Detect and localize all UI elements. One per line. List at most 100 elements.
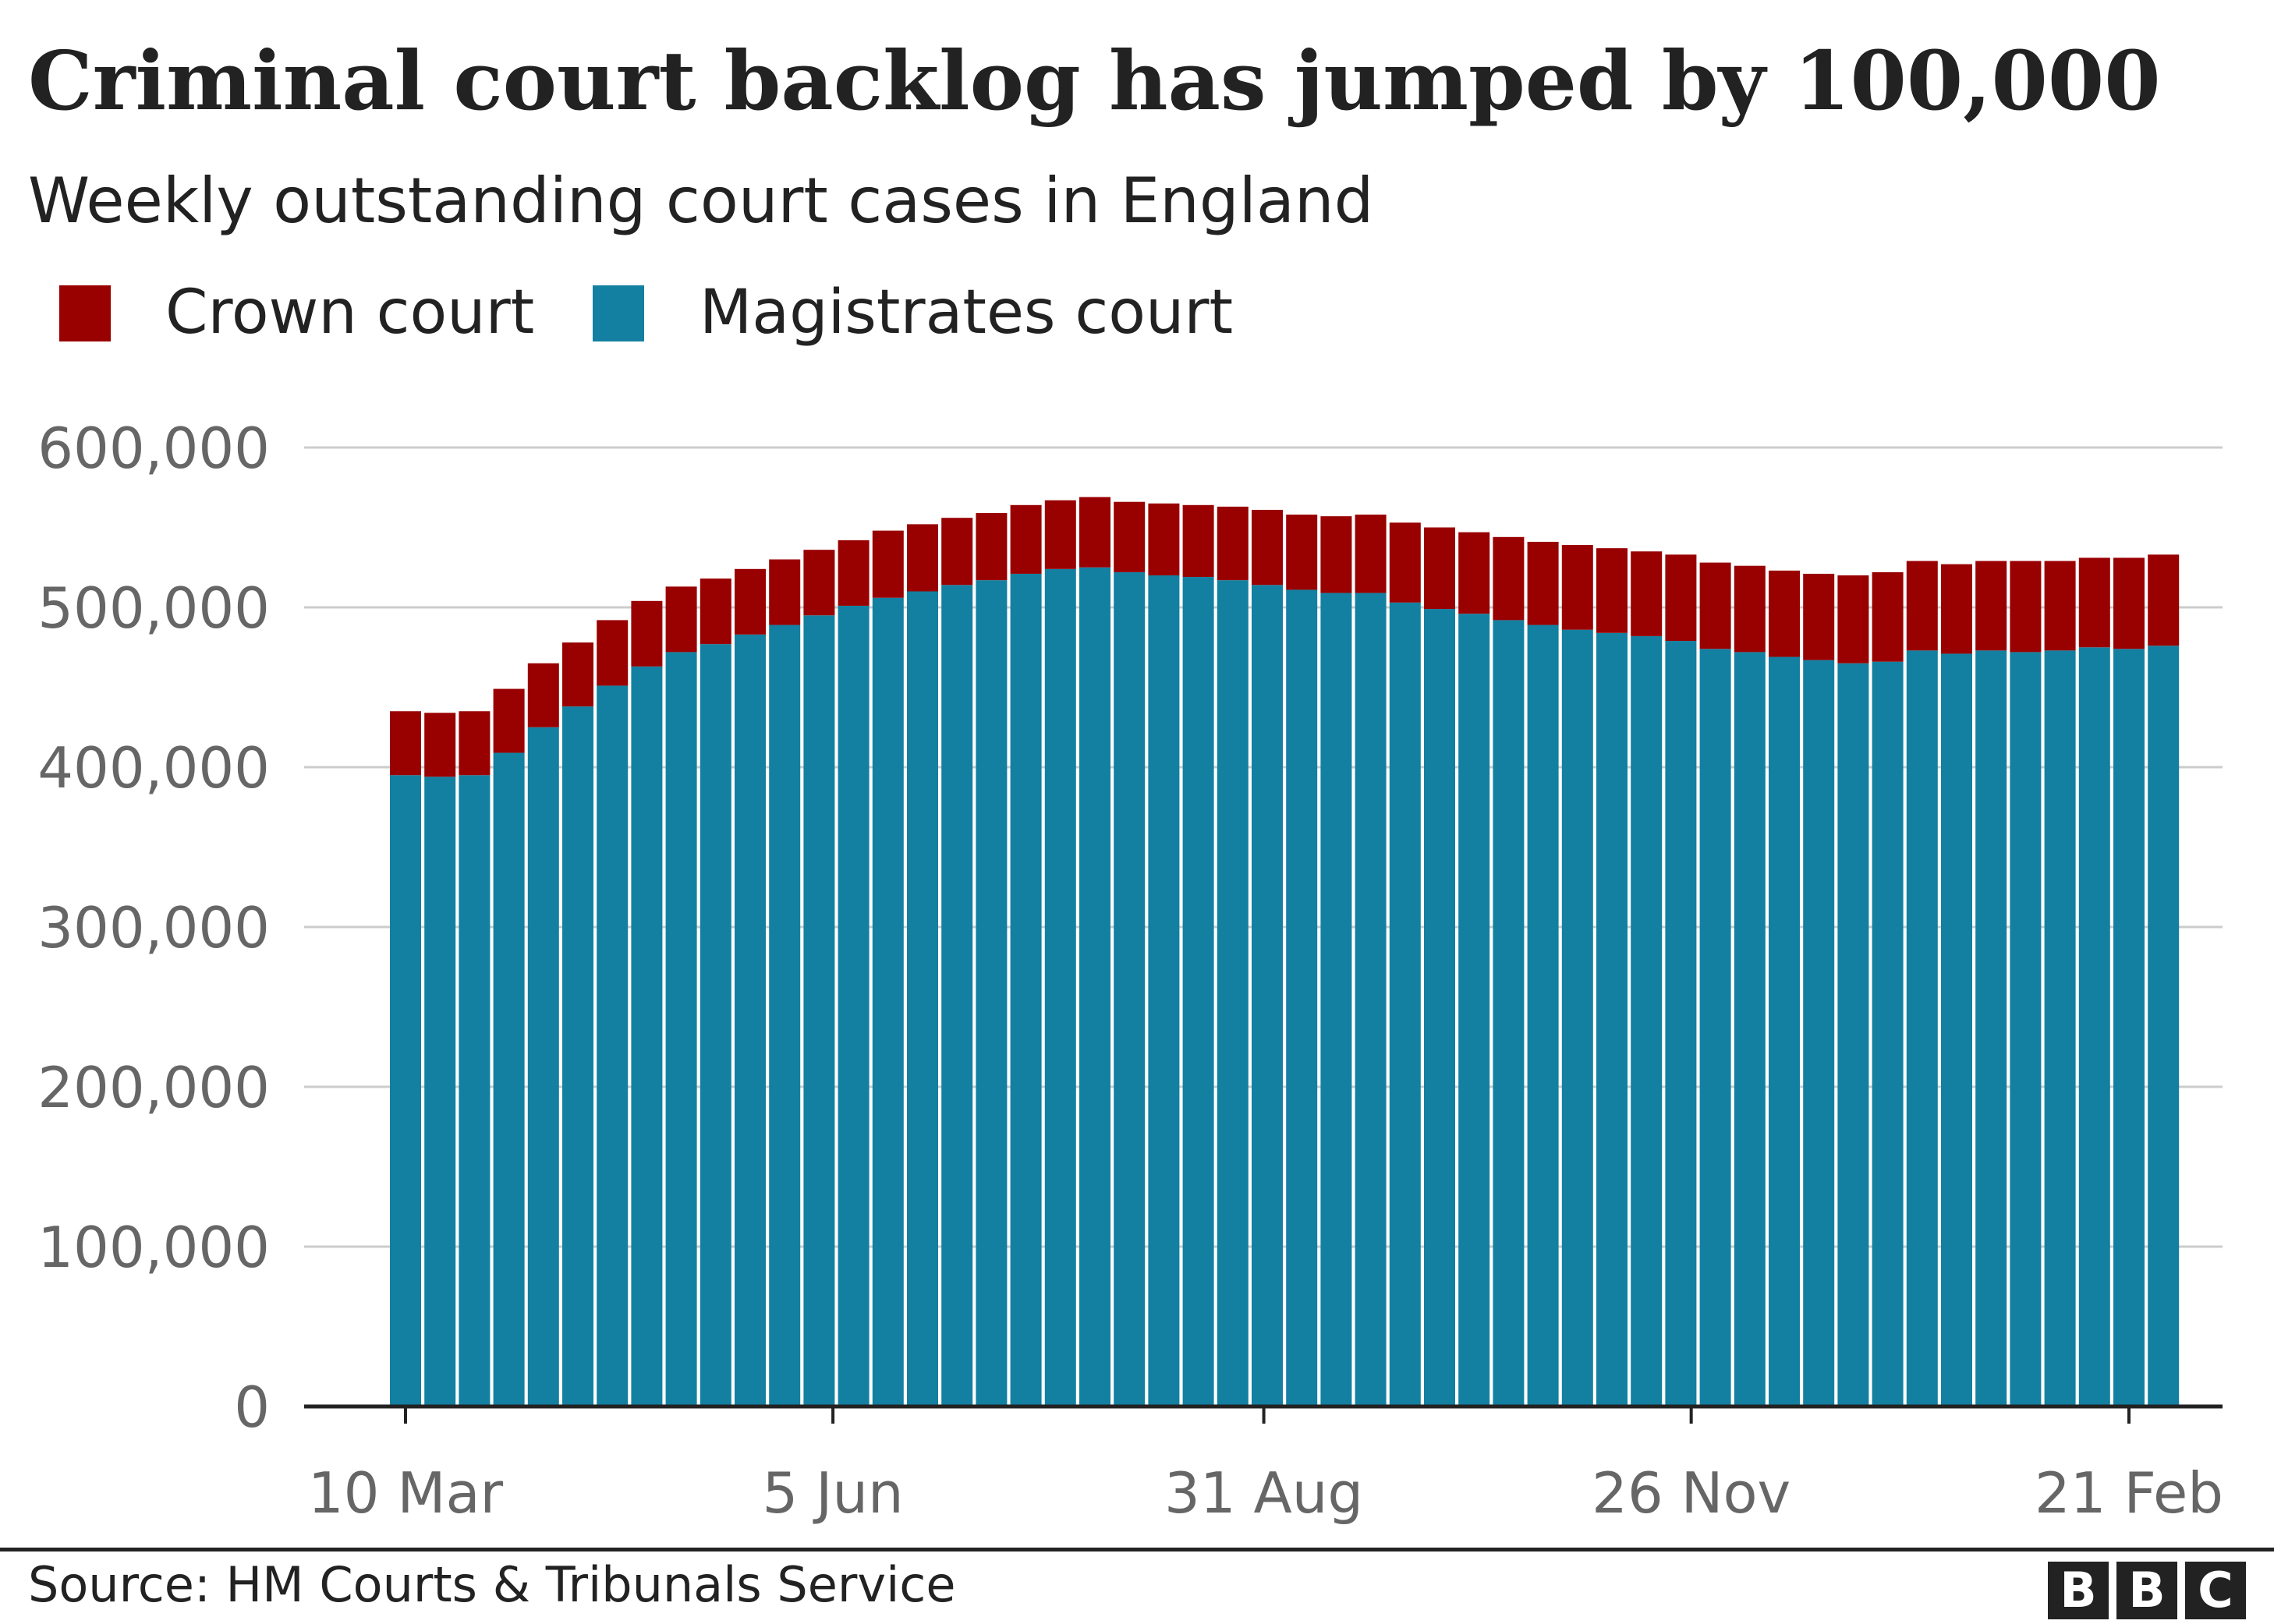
bar-crown — [769, 559, 801, 625]
bar-magistrates — [1975, 650, 2007, 1406]
bar-magistrates — [735, 634, 766, 1406]
bar-crown — [665, 586, 697, 653]
bar-magistrates — [1424, 609, 1455, 1406]
bar-magistrates — [1286, 589, 1318, 1407]
bar-crown — [390, 711, 421, 776]
bar-crown — [735, 568, 766, 635]
bar-magistrates — [1217, 580, 1249, 1406]
bbc-logo: B B C — [2048, 1562, 2246, 1619]
bar-magistrates — [1837, 663, 1869, 1406]
bar-magistrates — [1665, 641, 1697, 1406]
bar-magistrates — [631, 666, 663, 1406]
bar-magistrates — [838, 605, 870, 1407]
x-tick-label: 10 Mar — [308, 1460, 504, 1526]
bar-crown — [1803, 573, 1835, 660]
source-note: Source: HM Courts & Tribunals Service — [28, 1556, 956, 1613]
axes: 0 100,000 200,000 300,000 400,000 500,000 600,… — [37, 416, 2223, 1526]
y-tick-label: 300,000 — [37, 895, 270, 961]
bar-crown — [976, 513, 1008, 581]
bar-crown — [1010, 504, 1042, 574]
legend-label-crown: Crown court — [165, 278, 535, 348]
bar-crown — [1665, 554, 1697, 642]
bar-crown — [1941, 564, 1972, 654]
bar-crown — [562, 642, 593, 707]
bar-magistrates — [1458, 614, 1490, 1406]
bar-magistrates — [1079, 567, 1110, 1406]
bar-crown — [1389, 522, 1421, 603]
bar-magistrates — [1596, 632, 1628, 1406]
bar-magistrates — [1389, 602, 1421, 1406]
bar-crown — [631, 600, 663, 667]
bar-crown — [424, 713, 456, 777]
bar-magistrates — [872, 597, 904, 1407]
bar-magistrates — [769, 624, 801, 1406]
bar-magistrates — [803, 615, 835, 1406]
bar-magistrates — [1941, 653, 1972, 1406]
bar-magistrates — [597, 685, 629, 1406]
bar-crown — [459, 711, 491, 776]
bar-crown — [872, 530, 904, 598]
bar-magistrates — [665, 652, 697, 1406]
x-tick-label: 21 Feb — [2035, 1460, 2223, 1526]
bar-crown — [803, 550, 835, 616]
bar-crown — [1872, 571, 1904, 662]
logo-letter: C — [2185, 1562, 2246, 1619]
logo-letter: B — [2048, 1562, 2109, 1619]
bar-magistrates — [1320, 593, 1352, 1406]
bar-crown — [1286, 515, 1318, 590]
bar-crown — [838, 540, 870, 606]
y-tick-label: 200,000 — [37, 1055, 270, 1120]
chart-subtitle: Weekly outstanding court cases in Englan… — [28, 165, 1374, 237]
bar-magistrates — [1493, 620, 1525, 1406]
legend-swatch-magistrates — [593, 285, 644, 341]
bar-magistrates — [1734, 652, 1766, 1406]
bar-magistrates — [527, 727, 559, 1406]
bar-crown — [2078, 557, 2110, 648]
bar-crown — [1906, 561, 1938, 651]
x-tick-label: 5 Jun — [762, 1460, 903, 1526]
legend-label-magistrates: Magistrates court — [700, 278, 1234, 348]
bar-magistrates — [1803, 660, 1835, 1406]
bar-magistrates — [390, 775, 421, 1406]
bar-crown — [907, 524, 938, 592]
bar-crown — [1527, 541, 1559, 625]
bar-crown — [1148, 503, 1180, 575]
legend-swatch-crown — [59, 285, 111, 341]
bar-magistrates — [2113, 649, 2145, 1406]
bars — [390, 497, 2180, 1407]
bar-magistrates — [1114, 571, 1146, 1406]
bar-magistrates — [1182, 577, 1214, 1406]
bar-crown — [1631, 551, 1663, 636]
y-tick-label: 500,000 — [37, 575, 270, 641]
bar-crown — [1734, 565, 1766, 653]
bar-magistrates — [1252, 585, 1283, 1406]
bar-magistrates — [1906, 650, 1938, 1406]
bar-magistrates — [493, 752, 525, 1406]
bar-crown — [1699, 562, 1731, 649]
footer-divider — [0, 1548, 2274, 1551]
y-tick-label: 0 — [234, 1375, 270, 1440]
bar-magistrates — [1148, 575, 1180, 1406]
bar-magistrates — [2010, 652, 2042, 1406]
bar-magistrates — [459, 775, 491, 1406]
bar-crown — [493, 688, 525, 753]
y-tick-label: 400,000 — [37, 735, 270, 801]
bar-magistrates — [1699, 649, 1731, 1406]
bar-crown — [2148, 554, 2180, 646]
y-tick-label: 600,000 — [37, 416, 270, 481]
bar-crown — [1044, 500, 1076, 569]
bar-crown — [941, 518, 973, 586]
bar-crown — [1458, 532, 1490, 614]
logo-letter: B — [2116, 1562, 2177, 1619]
bar-crown — [1355, 515, 1387, 593]
chart-title: Criminal court backlog has jumped by 100… — [28, 33, 2161, 129]
y-tick-label: 100,000 — [37, 1215, 270, 1280]
bar-crown — [1596, 548, 1628, 633]
bar-crown — [597, 620, 629, 686]
bar-magistrates — [1872, 661, 1904, 1406]
bar-magistrates — [1769, 656, 1800, 1406]
bar-crown — [2010, 561, 2042, 653]
bar-crown — [1252, 509, 1283, 586]
bar-magistrates — [1010, 573, 1042, 1407]
